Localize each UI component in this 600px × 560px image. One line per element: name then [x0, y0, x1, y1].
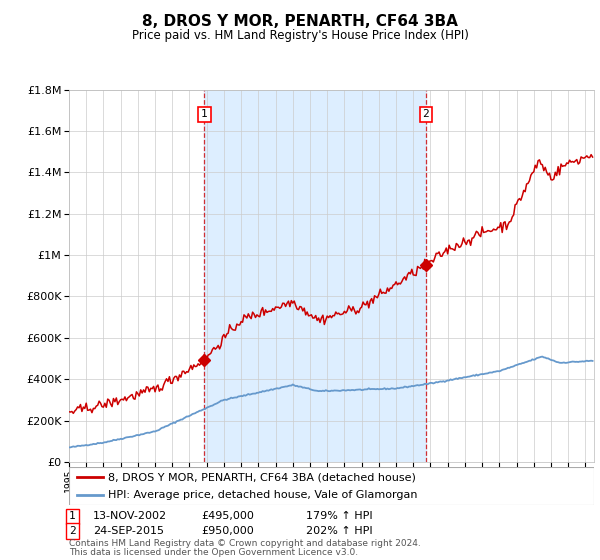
FancyBboxPatch shape — [69, 467, 594, 505]
Text: 8, DROS Y MOR, PENARTH, CF64 3BA (detached house): 8, DROS Y MOR, PENARTH, CF64 3BA (detach… — [109, 472, 416, 482]
Text: 2: 2 — [422, 109, 429, 119]
Text: £950,000: £950,000 — [201, 526, 254, 536]
Text: Price paid vs. HM Land Registry's House Price Index (HPI): Price paid vs. HM Land Registry's House … — [131, 29, 469, 42]
Text: 24-SEP-2015: 24-SEP-2015 — [93, 526, 164, 536]
Text: 1: 1 — [69, 511, 76, 521]
Text: £495,000: £495,000 — [201, 511, 254, 521]
Text: HPI: Average price, detached house, Vale of Glamorgan: HPI: Average price, detached house, Vale… — [109, 490, 418, 500]
Text: 2: 2 — [69, 526, 76, 536]
Text: 179% ↑ HPI: 179% ↑ HPI — [306, 511, 373, 521]
Text: This data is licensed under the Open Government Licence v3.0.: This data is licensed under the Open Gov… — [69, 548, 358, 557]
Text: 13-NOV-2002: 13-NOV-2002 — [93, 511, 167, 521]
Text: 1: 1 — [201, 109, 208, 119]
Text: Contains HM Land Registry data © Crown copyright and database right 2024.: Contains HM Land Registry data © Crown c… — [69, 539, 421, 548]
Text: 202% ↑ HPI: 202% ↑ HPI — [306, 526, 373, 536]
Text: 8, DROS Y MOR, PENARTH, CF64 3BA: 8, DROS Y MOR, PENARTH, CF64 3BA — [142, 14, 458, 29]
Bar — [205, 90, 426, 462]
